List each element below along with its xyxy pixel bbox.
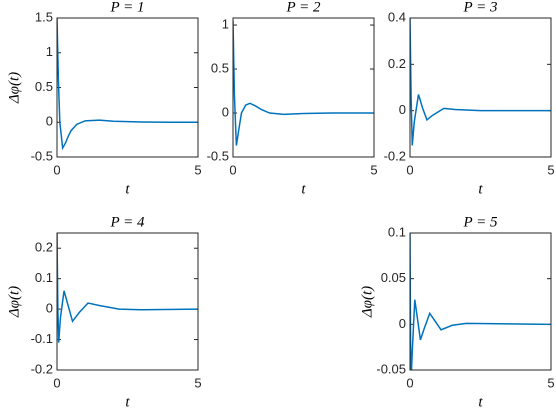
y-tick-label: -0.1: [31, 331, 53, 346]
subplot-title: P = 5: [462, 214, 498, 230]
y-tick-label: 0.2: [35, 240, 53, 255]
y-tick-label: 0: [46, 301, 53, 316]
plot-area: [57, 18, 198, 157]
plot-area: [57, 233, 198, 370]
x-tick-label: 0: [53, 375, 60, 390]
plot-area: [410, 233, 551, 370]
y-axis-label: Δφ(t): [6, 286, 22, 318]
x-axis-label: t: [125, 394, 130, 410]
x-tick-label: 0: [53, 162, 60, 177]
subplot: -0.500.510 5P = 2t: [207, 0, 378, 197]
y-tick-label: 1.5: [35, 9, 53, 24]
y-tick-label: 0.1: [388, 224, 406, 239]
axes-box: [409, 17, 552, 158]
x-axis-label: t: [478, 181, 483, 197]
x-tick-label: 5: [547, 375, 554, 390]
y-tick-label: 0: [46, 114, 53, 129]
x-tick-label: 5: [194, 375, 201, 390]
subplot-title: P = 2: [285, 0, 321, 15]
subplot-title: P = 1: [109, 0, 144, 15]
subplot-title: P = 4: [109, 214, 145, 230]
y-tick-label: 1: [222, 16, 229, 31]
y-tick-label: 0.5: [35, 79, 53, 94]
line: [57, 18, 198, 151]
y-tick-label: 0: [399, 102, 406, 117]
subplot-title: P = 3: [462, 0, 497, 15]
line: [410, 233, 551, 370]
y-tick-label: 0.4: [388, 9, 406, 24]
x-axis-label: t: [301, 181, 306, 197]
x-axis-label: t: [478, 394, 483, 410]
line: [233, 20, 374, 146]
x-axis-label: t: [125, 181, 130, 197]
y-tick-label: 0: [222, 104, 229, 119]
line: [410, 18, 551, 146]
y-tick-label: -0.2: [31, 361, 53, 376]
subplot: -0.200.20.40 5P = 3t: [384, 0, 555, 197]
plot-area: [233, 18, 374, 157]
y-tick-label: -0.05: [376, 361, 406, 376]
axes-box: [56, 232, 199, 371]
x-tick-label: 5: [194, 162, 201, 177]
plot-area: [410, 18, 551, 157]
x-tick-label: 0: [229, 162, 236, 177]
y-axis-label: Δφ(t): [359, 286, 375, 318]
subplot: -0.2 -0.1 0 0.1 0.2 0 5 P = 4 t Δφ(t): [6, 214, 201, 410]
y-tick-label: 1: [46, 44, 53, 59]
x-tick-label: 5: [370, 162, 377, 177]
y-tick-label: 0: [399, 316, 406, 331]
y-tick-label: 0.05: [381, 270, 406, 285]
y-tick-label: -0.5: [31, 148, 53, 163]
axes-box: [56, 17, 199, 158]
y-axis-label: Δφ(t): [6, 72, 22, 104]
line: [57, 233, 198, 343]
y-tick-label: -0.5: [207, 148, 229, 163]
y-tick-label: 0.2: [388, 56, 406, 71]
x-tick-label: 5: [547, 162, 554, 177]
axes-box: [409, 232, 552, 371]
y-tick-label: 0.1: [35, 270, 53, 285]
axes-box: [232, 17, 375, 158]
x-tick-label: 0: [406, 375, 413, 390]
x-tick-label: 0: [406, 162, 413, 177]
y-tick-label: -0.2: [384, 148, 406, 163]
y-tick-label: 0.5: [211, 60, 229, 75]
